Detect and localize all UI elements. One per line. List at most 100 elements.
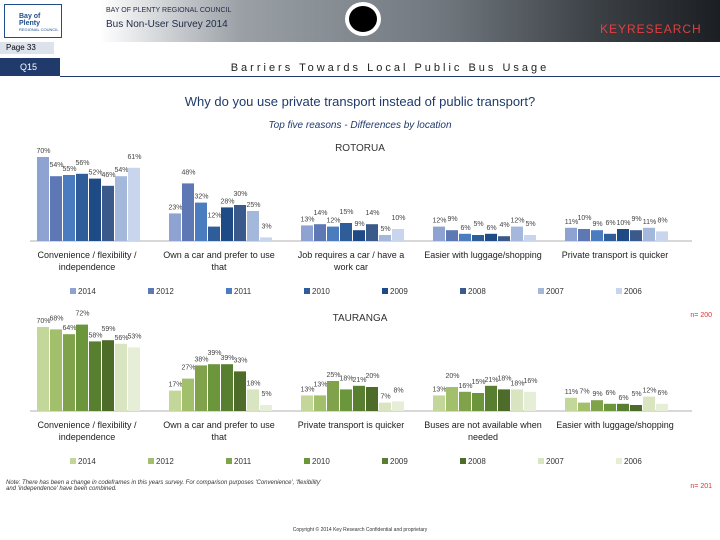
value-label: 61% (127, 154, 141, 161)
value-label: 5% (261, 391, 271, 398)
value-label: 20% (445, 373, 459, 380)
value-label: 11% (565, 389, 579, 396)
bar (524, 235, 536, 241)
legend-swatch (226, 288, 232, 294)
value-label: 5% (380, 226, 390, 233)
bar (446, 230, 458, 241)
bar (446, 387, 458, 411)
bar (340, 389, 352, 411)
bar (485, 385, 497, 411)
value-label: 18% (497, 375, 511, 382)
value-label: 21% (484, 377, 498, 384)
legend-swatch (616, 458, 622, 464)
bar (327, 381, 339, 411)
value-label: 53% (127, 333, 141, 340)
bar (260, 405, 272, 411)
bar (524, 391, 536, 411)
logo-text: Bay of Plenty (19, 13, 41, 27)
bar (578, 402, 590, 411)
bar (182, 183, 194, 241)
value-label: 10% (616, 220, 630, 227)
page-number: Page 33 (0, 42, 54, 54)
value-label: 9% (592, 221, 602, 228)
value-label: 7% (579, 389, 589, 396)
value-label: 72% (75, 311, 89, 318)
value-label: 32% (194, 194, 208, 201)
legend-label: 2009 (390, 287, 408, 296)
value-label: 7% (380, 394, 390, 401)
bar (459, 391, 471, 411)
bar (591, 230, 603, 241)
legend-label: 2010 (312, 287, 330, 296)
center-logo (345, 2, 381, 36)
legend-swatch (148, 458, 154, 464)
value-label: 12% (207, 213, 221, 220)
bar (353, 230, 365, 241)
value-label: 5% (473, 221, 483, 228)
legend-label: 2007 (546, 287, 564, 296)
value-label: 59% (101, 326, 115, 333)
value-label: 6% (618, 395, 628, 402)
value-label: 23% (168, 204, 182, 211)
bar (379, 402, 391, 411)
bar (169, 390, 181, 411)
value-label: 12% (432, 218, 446, 225)
bar (327, 226, 339, 241)
value-label: 25% (246, 202, 260, 209)
value-label: 16% (523, 378, 537, 385)
value-label: 10% (577, 215, 591, 222)
legend-label: 2008 (468, 457, 486, 466)
value-label: 3% (261, 223, 271, 230)
logo-left: Bay of Plenty REGIONAL COUNCIL (4, 4, 62, 38)
bar (195, 365, 207, 411)
legend-label: 2006 (624, 287, 642, 296)
bar (208, 364, 220, 411)
legend-swatch (616, 288, 622, 294)
bar (604, 233, 616, 241)
bar (195, 202, 207, 241)
legend-label: 2008 (468, 287, 486, 296)
bar (221, 364, 233, 411)
value-label: 9% (631, 216, 641, 223)
value-label: 39% (220, 355, 234, 362)
value-label: 25% (326, 372, 340, 379)
bar (578, 229, 590, 241)
bar (392, 401, 404, 411)
value-label: 70% (36, 318, 50, 325)
value-label: 11% (643, 219, 657, 226)
value-label: 64% (62, 325, 76, 332)
value-label: 21% (352, 377, 366, 384)
bar (511, 389, 523, 411)
legend-swatch (148, 288, 154, 294)
value-label: 30% (233, 191, 247, 198)
bar (643, 396, 655, 411)
value-label: 5% (525, 221, 535, 228)
category-label: Easier with luggage/shopping (556, 420, 674, 430)
bar (498, 389, 510, 411)
value-label: 39% (207, 350, 221, 357)
survey: Bus Non-User Survey 2014 (106, 19, 228, 30)
value-label: 56% (114, 335, 128, 342)
value-label: 6% (486, 225, 496, 232)
sample-size: n= 200 (690, 312, 712, 319)
bar (379, 235, 391, 241)
bar (630, 230, 642, 241)
legend-label: 2011 (234, 287, 252, 296)
legend-swatch (460, 458, 466, 464)
value-label: 18% (339, 375, 353, 382)
value-label: 54% (114, 167, 128, 174)
value-label: 17% (168, 382, 182, 389)
legend-swatch (382, 288, 388, 294)
bar (247, 389, 259, 411)
legend-label: 2011 (234, 457, 252, 466)
logo-right: KEYRESEARCH (600, 22, 702, 36)
bar (89, 341, 101, 411)
value-label: 58% (88, 332, 102, 339)
value-label: 14% (313, 210, 327, 217)
bar (353, 385, 365, 411)
category-label: Private transport is quicker (561, 250, 669, 260)
bar (433, 226, 445, 241)
bar (604, 403, 616, 411)
bar (37, 157, 49, 241)
